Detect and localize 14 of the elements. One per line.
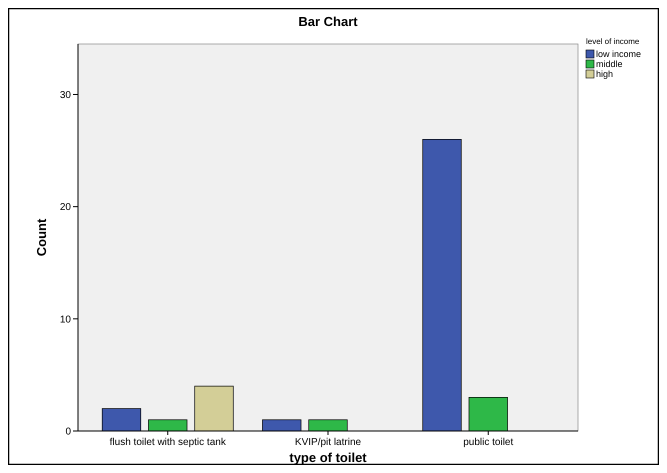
legend-label: high: [596, 69, 614, 79]
y-tick-label: 0: [65, 426, 72, 438]
y-tick-label: 30: [60, 90, 72, 101]
legend-title: level of income: [586, 37, 640, 46]
x-axis-title: type of toilet: [289, 450, 368, 465]
legend-label: middle: [596, 59, 623, 69]
legend-label: low income: [596, 49, 642, 59]
y-tick-label: 10: [60, 314, 72, 326]
x-tick-label: flush toilet with septic tank: [110, 437, 227, 448]
chart-title: Bar Chart: [298, 14, 358, 29]
x-tick-label: public toilet: [463, 437, 514, 448]
x-tick-label: KVIP/pit latrine: [294, 437, 362, 448]
y-tick-label: 20: [60, 202, 72, 214]
y-axis-title: Count: [34, 218, 49, 256]
